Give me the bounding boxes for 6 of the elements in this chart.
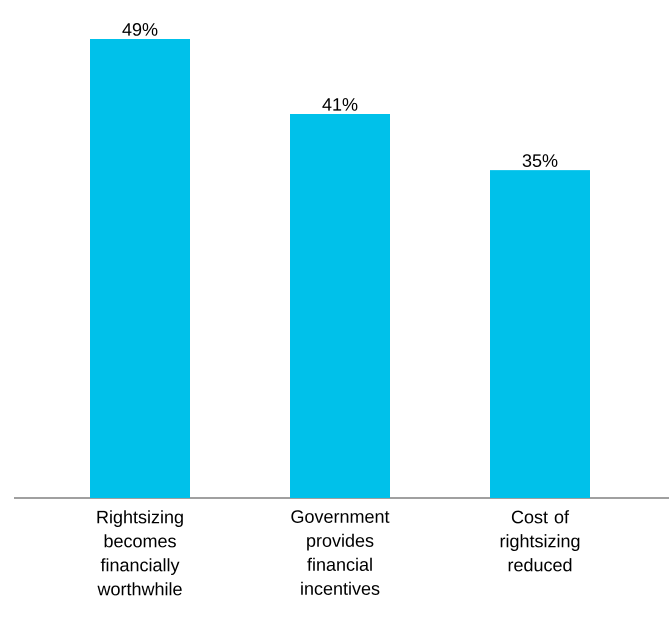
x-tick-label: Rightsizing becomes financially worthwhile <box>97 510 183 596</box>
x-tick-label: Government provides financial incentives <box>291 510 390 595</box>
data-label: 41% <box>322 98 358 111</box>
x-tick-label: Cost of rightsizing reduced <box>500 510 580 572</box>
data-label: 35% <box>522 154 558 167</box>
data-label: 49% <box>122 23 158 36</box>
